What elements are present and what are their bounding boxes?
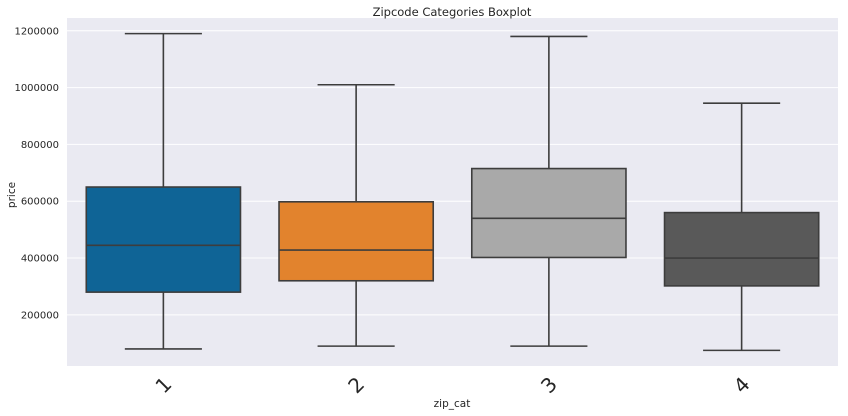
- chart-title: Zipcode Categories Boxplot: [373, 5, 532, 19]
- box-body: [663, 211, 820, 287]
- y-tick-label: 1200000: [14, 26, 59, 37]
- box-3: [470, 35, 627, 347]
- box-1: [85, 32, 242, 350]
- y-axis-label: price: [6, 182, 18, 208]
- y-tick-label: 400000: [21, 254, 59, 265]
- y-tick-label: 200000: [21, 310, 59, 321]
- x-tick-label: 1: [150, 372, 176, 398]
- boxes: [85, 32, 820, 352]
- box-body: [470, 167, 627, 259]
- y-tick-label: 1000000: [14, 83, 59, 94]
- box-4: [663, 102, 820, 352]
- x-axis-label: zip_cat: [434, 398, 471, 410]
- x-tick-labels: 1 2 3 4: [150, 372, 754, 398]
- y-tick-label: 600000: [21, 197, 59, 208]
- x-tick-label: 4: [729, 372, 755, 398]
- x-tick-label: 2: [343, 372, 369, 398]
- y-tick-labels: 200000 400000 600000 800000 1000000 1200000: [14, 26, 59, 321]
- box-body: [278, 201, 435, 282]
- y-tick-label: 800000: [21, 140, 59, 151]
- box-body: [85, 186, 242, 293]
- box-2: [278, 83, 435, 347]
- x-tick-label: 3: [536, 372, 562, 398]
